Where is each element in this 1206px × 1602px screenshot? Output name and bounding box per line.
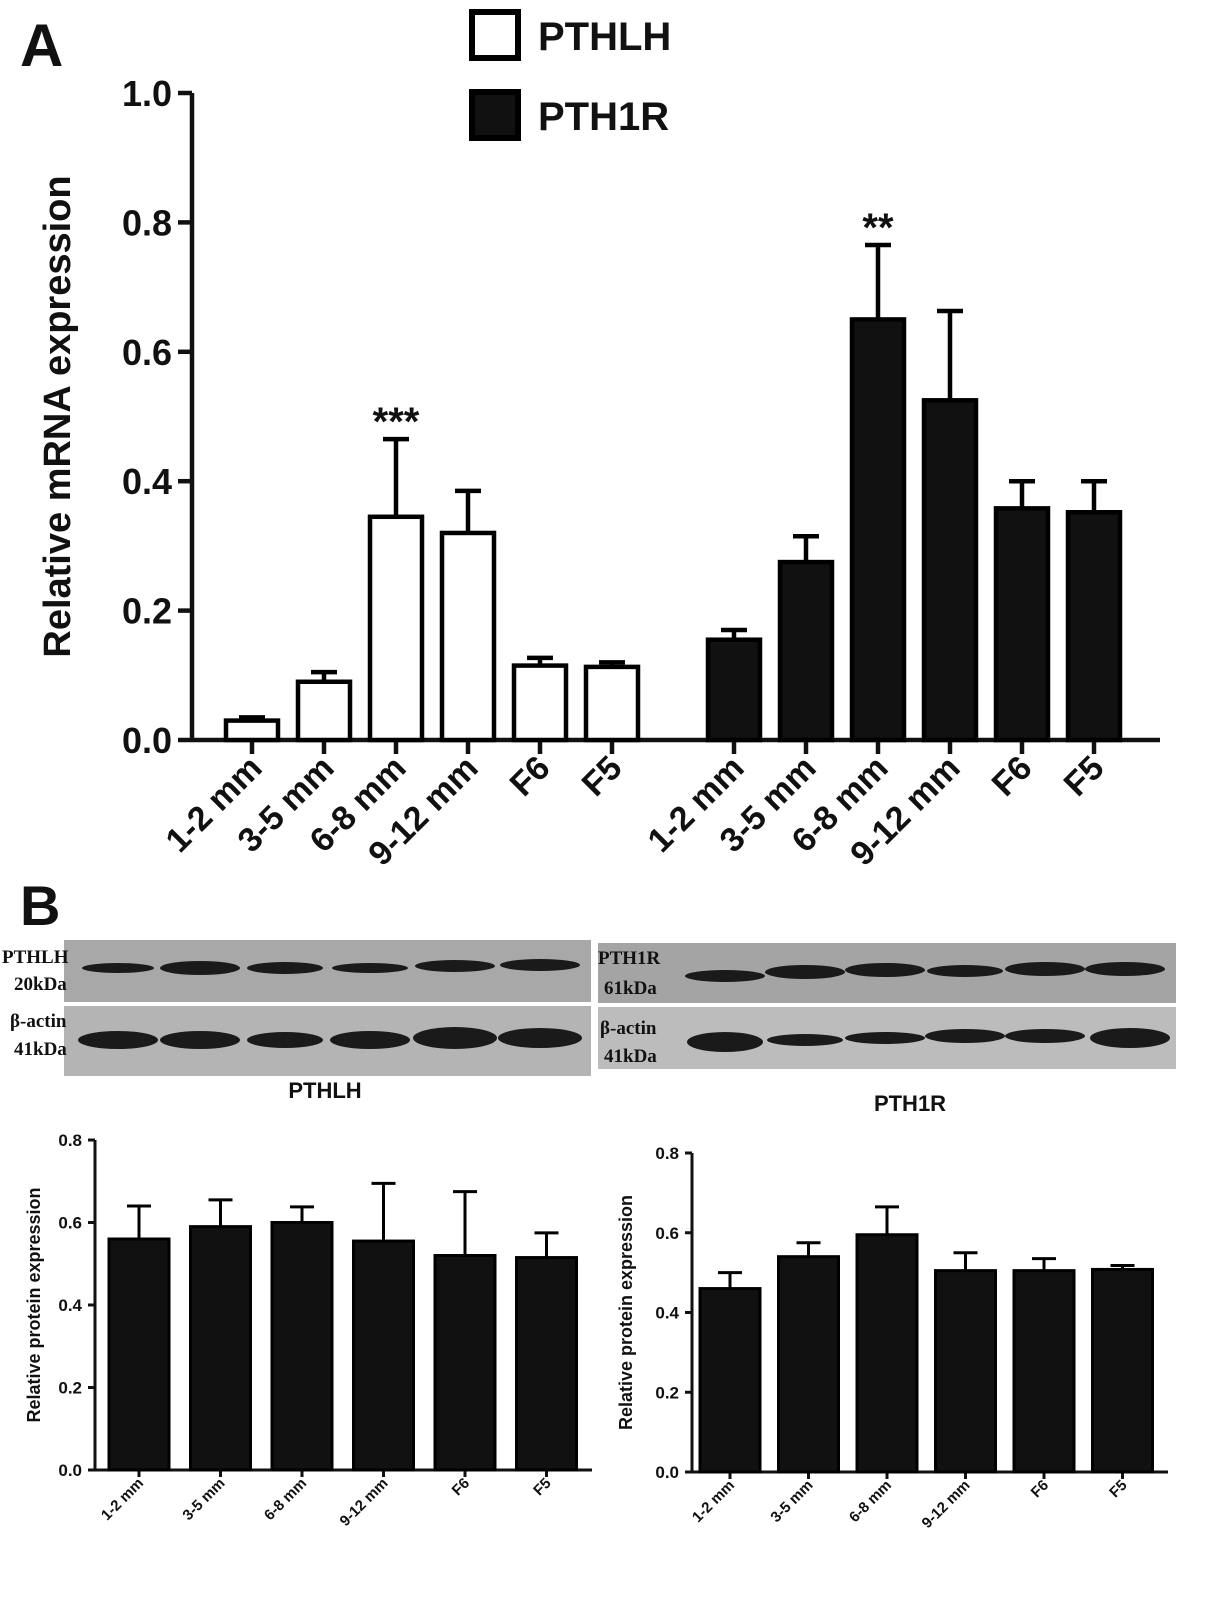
y-tick-label: 0.0 [122,720,172,761]
x-tick-label: F5 [575,749,630,804]
y-tick-label: 0.2 [58,1379,82,1398]
legend-label: PTHLH [538,15,671,59]
x-tick-label: F6 [1028,1477,1052,1501]
y-tick-label: 0.0 [655,1463,679,1482]
bar [849,317,907,743]
y-tick-label: 0.6 [655,1224,679,1243]
blot-label: β-actin [600,1018,657,1039]
chart-title: PTHLH [288,1078,361,1103]
x-tick-label: F5 [530,1475,554,1499]
bar [439,530,497,743]
x-tick-label: 9-12 mm [337,1475,392,1530]
y-axis-label: Relative protein expression [616,1195,636,1430]
bar [515,1256,578,1472]
blot-label: PTHLH [2,947,69,968]
x-tick-label: 6-8 mm [846,1477,895,1526]
panel-label: A [20,12,63,79]
x-tick-label: F6 [449,1475,473,1499]
x-tick-label: 3-5 mm [767,1477,816,1526]
x-tick-label: F6 [985,749,1040,804]
bar [352,1239,415,1472]
bar [934,1269,997,1474]
blot-image [64,940,1176,1076]
y-tick-label: 0.6 [122,332,172,373]
y-axis-label: Relative protein expression [24,1187,44,1422]
y-tick-label: 0.4 [655,1304,679,1323]
blot-label: PTH1R [598,948,661,969]
legend-swatch [469,9,521,61]
bar [855,1233,919,1474]
y-tick-label: 0.4 [58,1296,82,1315]
y-tick-label: 0.2 [122,591,172,632]
blot-size: 41kDa [604,1046,657,1067]
y-tick-label: 0.6 [58,1214,82,1233]
bar [511,663,569,743]
blot-size: 20kDa [14,974,67,995]
y-axis-label: Relative mRNA expression [37,175,79,657]
chart-title: PTH1R [874,1091,946,1116]
bar [1065,510,1123,743]
annotation: *** [373,400,420,444]
y-tick-label: 0.2 [655,1383,679,1402]
bar [921,398,979,743]
bar [433,1254,497,1472]
bar [777,1255,840,1474]
x-tick-label: 3-5 mm [179,1475,228,1524]
bar [993,506,1051,743]
x-tick-label: 1-2 mm [98,1475,147,1524]
bar [1012,1269,1076,1474]
x-tick-label: F5 [1106,1477,1130,1501]
annotation: ** [862,206,894,250]
x-tick-label: 1-2 mm [689,1477,738,1526]
y-tick-label: 1.0 [122,73,172,114]
bar [223,718,281,743]
bar [705,637,763,743]
bar [367,514,425,743]
legend-swatch [469,89,521,141]
bar [107,1237,171,1472]
bar [777,559,835,743]
blot-size: 41kDa [14,1039,67,1060]
y-tick-label: 0.8 [122,202,172,243]
y-tick-label: 0.8 [655,1144,679,1163]
bar [270,1221,334,1472]
x-tick-label: 9-12 mm [919,1477,974,1532]
x-tick-label: F5 [1057,749,1112,804]
y-tick-label: 0.0 [58,1461,82,1480]
bar [295,679,353,743]
y-tick-label: 0.8 [58,1131,82,1150]
blot-size: 61kDa [604,978,657,999]
bar [583,664,641,743]
bar [189,1225,252,1472]
y-tick-label: 0.4 [122,461,172,502]
bar [1091,1267,1154,1474]
x-tick-label: F6 [503,749,558,804]
bar [698,1287,762,1474]
panel-label: B [20,874,60,937]
x-tick-label: 6-8 mm [261,1475,310,1524]
legend-label: PTH1R [538,95,669,139]
blot-label: β-actin [10,1011,67,1032]
